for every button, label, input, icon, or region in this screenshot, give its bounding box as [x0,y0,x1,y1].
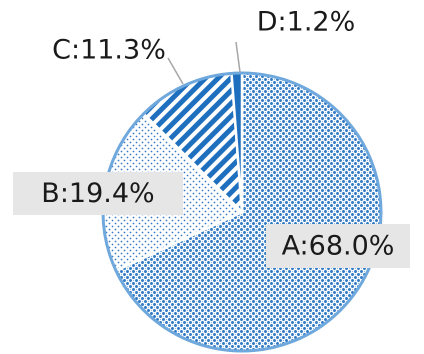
leader-line-d [235,41,241,73]
slice-label-background [13,172,183,215]
leader-line-c [167,57,184,85]
slice-label-a: A:68.0% [266,224,410,268]
slice-label-text: C:11.3% [52,35,166,66]
slice-label-c: C:11.3% [52,35,166,66]
slice-label-text: A:68.0% [282,231,395,262]
slice-label-background [266,224,410,268]
slice-label-text: B:19.4% [41,178,154,209]
slice-labels: A:68.0% B:19.4% C:11.3% D:1.2% [13,7,410,268]
leader-lines [167,41,241,85]
slice-label-d: D:1.2% [257,7,355,38]
slice-label-text: D:1.2% [257,7,355,38]
slice-label-b: B:19.4% [13,172,183,215]
